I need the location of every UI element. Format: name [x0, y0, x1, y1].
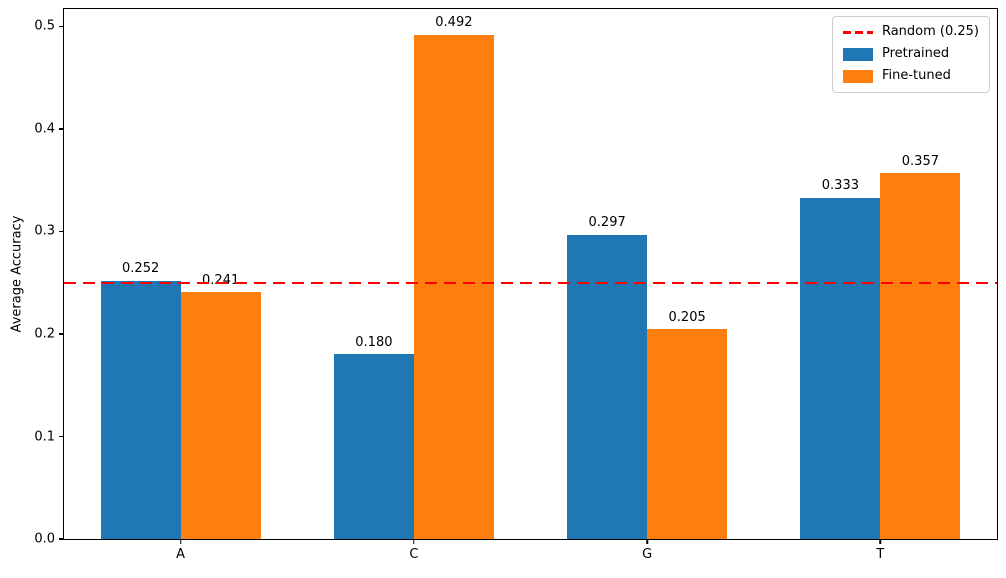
y-tick-mark-0.3	[59, 230, 64, 233]
bar-group-T: 0.333 0.357	[800, 9, 961, 539]
bar-value-label-pretrained-C: 0.180	[355, 335, 393, 351]
x-tick-mark-C	[413, 539, 415, 544]
x-tick-mark-T	[879, 539, 882, 544]
bar-group-C: 0.180 0.492	[333, 9, 494, 539]
bar-column-fine-tuned-G: 0.205	[647, 9, 728, 539]
bar-column-pretrained-T: 0.333	[800, 9, 881, 539]
x-tick-label-C: C	[409, 547, 419, 562]
bar-fine-tuned-G	[647, 328, 728, 539]
bar-column-fine-tuned-T: 0.357	[880, 9, 961, 539]
legend-label: Pretrained	[881, 45, 950, 61]
y-tick-mark-0.1	[59, 435, 64, 438]
bar-value-label-fine-tuned-G: 0.205	[668, 309, 706, 325]
legend-color-swatch	[842, 47, 873, 61]
y-tick-label-0.2: 0.2	[34, 326, 55, 342]
bar-group-G: 0.297 0.205	[567, 9, 728, 539]
y-tick-mark-0.5	[59, 25, 64, 28]
x-tick-label-T: T	[876, 547, 885, 562]
y-tick-label-0.0: 0.0	[34, 531, 55, 547]
reference-line-random	[64, 281, 997, 284]
legend-label: Random (0.25)	[881, 24, 979, 39]
bar-column-pretrained-C: 0.180	[333, 9, 414, 539]
bar-value-label-pretrained-A: 0.252	[122, 261, 160, 277]
bar-fine-tuned-C	[413, 34, 494, 539]
bar-value-label-fine-tuned-A: 0.241	[202, 272, 240, 288]
bar-column-fine-tuned-A: 0.241	[180, 9, 261, 539]
legend-item-fine-tuned: Fine-tuned	[842, 67, 979, 84]
y-tick-label-0.1: 0.1	[34, 429, 55, 444]
x-tick-mark-G	[646, 539, 648, 544]
legend-item-random-0-25: Random (0.25)	[842, 24, 979, 40]
y-tick-label-0.3: 0.3	[34, 223, 55, 239]
y-tick-mark-0.2	[59, 333, 64, 335]
legend: Random (0.25) Pretrained Fine-tuned	[831, 16, 990, 93]
legend-item-pretrained: Pretrained	[842, 45, 979, 62]
y-tick-mark-0.4	[59, 128, 64, 130]
bar-column-pretrained-A: 0.252	[100, 9, 181, 539]
legend-color-swatch	[842, 69, 873, 83]
x-tick-mark-A	[179, 539, 182, 544]
y-axis-title: Average Accuracy	[9, 215, 25, 333]
y-tick-label-0.5: 0.5	[34, 18, 55, 34]
legend-dashed-line-swatch	[842, 30, 873, 34]
bar-pretrained-A	[100, 280, 181, 539]
bar-pretrained-C	[333, 354, 414, 539]
bar-value-label-fine-tuned-T: 0.357	[901, 153, 939, 169]
bar-fine-tuned-A	[180, 291, 261, 539]
bar-pretrained-T	[800, 197, 881, 539]
legend-label: Fine-tuned	[881, 67, 951, 83]
bar-group-A: 0.252 0.241	[100, 9, 261, 539]
bar-value-label-fine-tuned-C: 0.492	[435, 15, 473, 31]
bar-value-label-pretrained-T: 0.333	[821, 178, 859, 194]
bar-fine-tuned-T	[880, 173, 961, 539]
plot-area: 0.0 0.1 0.2 0.3 0.4 0.5 0.252 0.241 A 0.180 0.492 C…	[34, 8, 998, 561]
bar-value-label-pretrained-G: 0.297	[588, 215, 626, 231]
bar-column-pretrained-G: 0.297	[567, 9, 648, 539]
y-tick-mark-0.0	[59, 538, 64, 540]
x-tick-label-G: G	[642, 547, 653, 562]
bar-pretrained-G	[567, 234, 648, 539]
y-tick-label-0.4: 0.4	[34, 121, 55, 137]
bar-column-fine-tuned-C: 0.492	[413, 9, 494, 539]
x-tick-label-A: A	[176, 547, 186, 562]
